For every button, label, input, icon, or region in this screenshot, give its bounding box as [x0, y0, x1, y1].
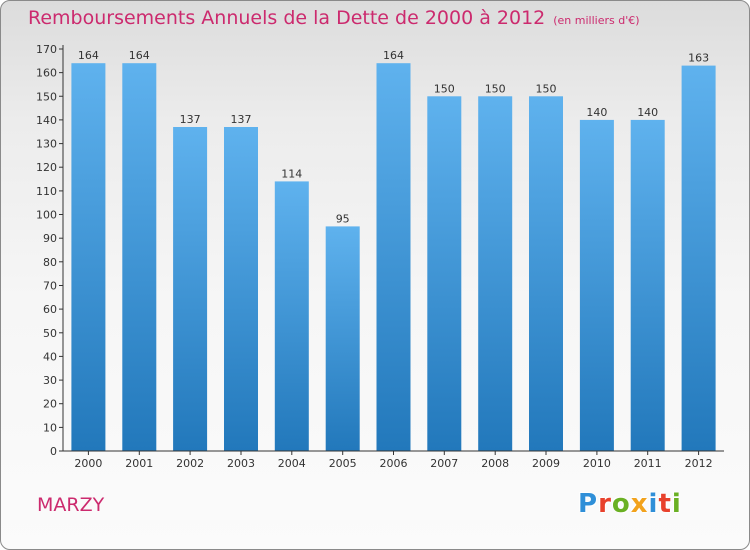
x-tick-label-2005: 2005	[329, 457, 357, 470]
commune-name: MARZY	[37, 494, 105, 516]
bar-2011	[630, 119, 665, 452]
x-tick-label-2011: 2011	[634, 457, 662, 470]
y-tick-label-130: 130	[36, 138, 57, 151]
x-tick-label-2009: 2009	[532, 457, 560, 470]
y-tick-label-10: 10	[43, 421, 57, 434]
y-tick-label-60: 60	[43, 303, 57, 316]
data-label-2012: 163	[688, 52, 709, 65]
data-label-2004: 114	[281, 167, 302, 180]
bar-2012	[681, 65, 716, 451]
bar-2010	[579, 119, 614, 452]
bar-2007	[427, 96, 462, 452]
bar-2005	[325, 226, 360, 451]
title-text: Remboursements Annuels de la Dette de 20…	[28, 7, 546, 29]
y-tick-label-0: 0	[50, 445, 57, 458]
logo-letter: t	[658, 489, 672, 519]
data-label-2009: 150	[536, 82, 557, 95]
x-tick-label-2006: 2006	[380, 457, 408, 470]
y-tick-label-160: 160	[36, 67, 57, 80]
bar-2008	[478, 96, 513, 452]
y-tick-label-170: 170	[36, 43, 57, 56]
x-tick-label-2004: 2004	[278, 457, 306, 470]
data-label-2000: 164	[78, 49, 99, 62]
x-tick-label-2012: 2012	[685, 457, 713, 470]
data-label-2010: 140	[586, 106, 607, 119]
data-label-2003: 137	[231, 113, 252, 126]
data-label-2008: 150	[485, 82, 506, 95]
y-tick-label-30: 30	[43, 374, 57, 387]
bar-2006	[376, 63, 411, 451]
y-tick-label-110: 110	[36, 185, 57, 198]
y-tick-label-80: 80	[43, 256, 57, 269]
unit-text: (en milliers d'€)	[553, 14, 640, 27]
x-tick-label-2002: 2002	[176, 457, 204, 470]
bar-2009	[529, 96, 563, 452]
x-tick-label-2008: 2008	[481, 457, 509, 470]
logo-letter: x	[630, 489, 649, 519]
x-tick-label-2000: 2000	[74, 457, 102, 470]
y-tick-label-100: 100	[36, 209, 57, 222]
y-tick-label-70: 70	[43, 280, 57, 293]
data-label-2006: 164	[383, 49, 404, 62]
y-tick-label-90: 90	[43, 232, 57, 245]
y-tick-label-120: 120	[36, 161, 57, 174]
x-tick-label-2007: 2007	[430, 457, 458, 470]
y-tick-label-140: 140	[36, 114, 57, 127]
bar-2002	[173, 127, 208, 451]
proxiti-logo: Proxiti	[578, 489, 682, 519]
data-label-2001: 164	[129, 49, 150, 62]
x-tick-label-2010: 2010	[583, 457, 611, 470]
bar-2003	[224, 127, 258, 451]
logo-letter: P	[578, 489, 599, 519]
logo-letter: o	[611, 489, 631, 519]
data-label-2011: 140	[637, 106, 658, 119]
bar-2004	[274, 181, 309, 451]
logo-letter: r	[598, 489, 612, 519]
data-label-2007: 150	[434, 82, 455, 95]
chart-title: Remboursements Annuels de la Dette de 20…	[28, 7, 640, 29]
data-label-2005: 95	[336, 212, 350, 225]
y-tick-label-150: 150	[36, 90, 57, 103]
y-tick-label-50: 50	[43, 327, 57, 340]
x-tick-label-2001: 2001	[125, 457, 153, 470]
bar-2001	[122, 63, 157, 451]
bar-2000	[71, 63, 106, 451]
data-label-2002: 137	[180, 113, 201, 126]
logo-letter: i	[648, 489, 659, 519]
y-tick-label-20: 20	[43, 398, 57, 411]
y-tick-label-40: 40	[43, 350, 57, 363]
x-tick-label-2003: 2003	[227, 457, 255, 470]
logo-letter: i	[671, 489, 682, 519]
